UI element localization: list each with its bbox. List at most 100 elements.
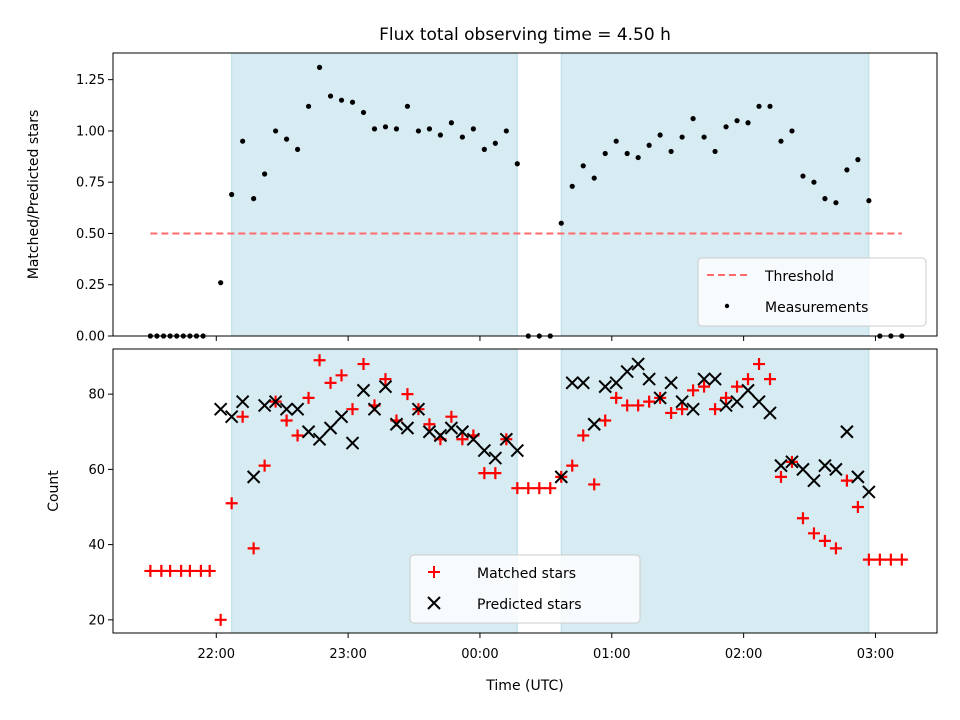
measurement-point	[382, 124, 389, 130]
matched-star-point	[599, 414, 612, 427]
matched-star-point	[862, 553, 875, 566]
matched-star-point	[346, 403, 359, 416]
measurement-point	[800, 173, 806, 179]
matched-star-point	[676, 403, 689, 416]
matched-star-point	[302, 391, 315, 404]
measurement-point	[371, 126, 378, 132]
matched-star-point	[478, 467, 491, 480]
bottom-y-tick-label: 40	[88, 538, 105, 553]
measurement-point	[283, 136, 290, 142]
bottom-x-ticks: 22:00 23:00 00:00 01:00 02:00 03:00	[198, 633, 894, 662]
measurement-point	[273, 128, 279, 134]
predicted-star-point	[422, 425, 437, 439]
bottom-y-axis-label: Count	[46, 470, 62, 512]
matched-star-point	[753, 358, 766, 371]
bottom-data-points	[144, 354, 908, 626]
predicted-star-point	[598, 379, 612, 394]
chart-title: Flux total observing time = 4.50 h	[379, 25, 671, 45]
predicted-star-point	[752, 394, 766, 409]
predicted-star-point	[334, 410, 349, 424]
matched-star-point	[401, 388, 414, 401]
measurement-point	[811, 179, 817, 185]
measurements-legend-swatch	[724, 303, 730, 309]
predicted-star-point	[851, 470, 865, 484]
matched-star-point	[731, 380, 744, 393]
measurement-point	[668, 148, 674, 155]
matched-star-point	[632, 399, 645, 412]
measurement-point	[316, 64, 323, 70]
predicted-star-point	[785, 455, 799, 469]
measurement-point	[624, 150, 630, 157]
measurement-point	[602, 150, 608, 157]
matched-star-point	[643, 395, 656, 408]
measurement-point	[866, 198, 872, 204]
matched-star-point	[665, 406, 678, 419]
predicted-star-point	[444, 421, 459, 435]
matched-star-point	[818, 534, 831, 547]
matched-legend-swatch	[428, 566, 440, 578]
top-y-tick-label: 0.25	[76, 278, 105, 293]
top-legend-box	[697, 257, 927, 327]
matched-star-point	[280, 414, 293, 427]
measurement-point	[448, 120, 454, 126]
matched-star-point	[291, 429, 304, 442]
bottom-legend: Matched stars Predicted stars	[409, 554, 641, 624]
predicted-star-point	[730, 394, 744, 409]
measurement-point	[822, 196, 828, 202]
measurement-point	[503, 128, 509, 134]
matched-legend-label: Matched stars	[477, 566, 576, 582]
measurement-point	[327, 93, 334, 99]
predicted-star-point	[565, 376, 579, 390]
predicted-star-point	[708, 372, 722, 386]
matched-star-point	[720, 391, 733, 404]
matched-star-point	[164, 564, 177, 577]
matched-star-point	[445, 410, 458, 423]
predicted-star-point	[609, 376, 623, 390]
predicted-star-point	[642, 372, 656, 386]
matched-star-point	[851, 500, 864, 513]
measurement-point	[613, 138, 619, 144]
measurement-point	[492, 140, 498, 146]
measurement-point	[712, 148, 718, 155]
predicted-star-point	[389, 417, 404, 431]
predicted-star-point	[620, 364, 634, 379]
predicted-star-point	[488, 451, 503, 465]
predicted-star-point	[378, 379, 393, 394]
matched-star-point	[621, 399, 634, 412]
measurement-point	[580, 163, 586, 169]
matched-star-point	[588, 478, 601, 491]
predicted-star-point	[246, 470, 261, 484]
measurement-point	[844, 167, 850, 173]
matched-star-point	[423, 418, 436, 431]
measurement-point	[470, 126, 476, 132]
predicted-star-point	[763, 406, 777, 420]
predicted-star-point	[862, 485, 876, 499]
matched-star-point	[335, 369, 348, 382]
matched-star-point	[577, 429, 590, 442]
measurement-point	[240, 138, 246, 144]
predicted-star-point	[686, 402, 700, 416]
top-y-ticks: 0.00 0.25 0.50 0.75 1.00 1.25	[76, 73, 113, 345]
matched-star-point	[796, 512, 809, 525]
measurement-point	[657, 132, 663, 138]
top-y-axis-label: Matched/Predicted stars	[26, 110, 42, 280]
predicted-star-point	[400, 421, 415, 435]
predicted-star-point	[587, 417, 601, 431]
predicted-star-point	[554, 470, 568, 484]
predicted-star-point	[312, 432, 327, 446]
measurement-point	[701, 134, 707, 140]
predicted-star-point	[719, 398, 733, 413]
predicted-star-point	[411, 402, 426, 416]
measurement-point	[251, 196, 257, 202]
measurement-point	[514, 161, 520, 167]
predicted-star-point	[433, 428, 448, 443]
matched-star-point	[840, 474, 853, 487]
bottom-x-tick-label: 02:00	[725, 647, 762, 662]
matched-star-point	[742, 373, 755, 386]
measurement-point	[646, 142, 652, 148]
predicted-star-point	[510, 443, 525, 458]
measurement-point	[767, 103, 773, 109]
bottom-y-tick-label: 20	[88, 613, 105, 628]
matched-star-point	[764, 373, 777, 386]
